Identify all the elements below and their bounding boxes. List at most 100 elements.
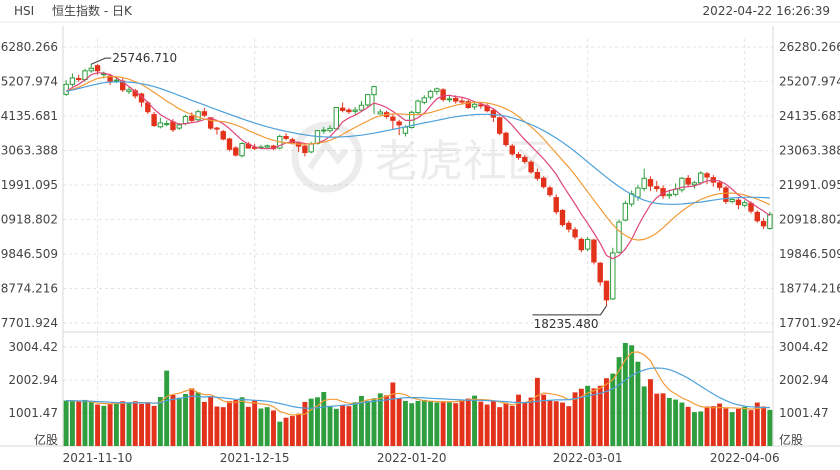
candle-up (698, 172, 704, 184)
candle-down (170, 121, 176, 131)
volume-bar (63, 400, 69, 446)
candle-up (742, 202, 748, 206)
volume-bar (76, 401, 82, 446)
volume-bar (660, 393, 666, 446)
volume-bar (296, 413, 302, 446)
candle-up (616, 221, 622, 253)
volume-tick-label-right: 1001.47 (779, 406, 829, 420)
candle-down (207, 117, 214, 129)
volume-bar (547, 400, 553, 446)
y-tick-label-right: 26280.266 (779, 40, 840, 54)
y-tick-label-left: 25207.974 (0, 74, 58, 88)
candle-down (220, 131, 226, 140)
volume-tick-label-left: 3004.42 (8, 340, 58, 354)
ma-line-ma10 (65, 75, 771, 241)
candle-down (566, 222, 572, 230)
candle-up (584, 238, 591, 250)
watermark-circle-icon (291, 121, 363, 193)
volume-bar (132, 401, 138, 446)
volume-bar (220, 407, 226, 446)
candle-down (597, 262, 603, 283)
x-tick-label: 2022-01-20 (377, 451, 447, 465)
candle-up (377, 111, 384, 115)
ma-line-ma20 (65, 81, 770, 205)
volume-bar (315, 397, 320, 446)
y-tick-label-right: 23063.388 (779, 143, 840, 157)
candle-down (76, 78, 82, 81)
volume-bar (69, 400, 75, 446)
volume-bar (289, 416, 295, 446)
candle-up (126, 89, 132, 92)
volume-bar (591, 388, 597, 446)
candle-down (339, 107, 346, 111)
volume-bar (421, 399, 427, 446)
candle-down (226, 138, 233, 150)
volume-bar (113, 403, 119, 446)
volume-bar (729, 412, 735, 446)
candle-up (421, 97, 427, 103)
y-tick-label-left: 20918.802 (0, 213, 58, 227)
y-tick-label-right: 21991.095 (779, 178, 840, 192)
volume-bar (648, 379, 653, 446)
volume-bar (195, 392, 201, 446)
candle-down (302, 145, 308, 154)
y-tick-label-left: 19846.509 (0, 247, 58, 261)
volume-bar (754, 402, 760, 446)
volume-bar (522, 401, 528, 446)
volume-ma-line (66, 367, 770, 409)
candle-down (522, 156, 528, 163)
candle-down (716, 182, 723, 188)
volume-bar (578, 388, 584, 446)
volume-bar (723, 408, 729, 446)
candle-up (427, 90, 434, 98)
volume-bar (465, 398, 471, 446)
candle-down (528, 161, 534, 173)
volume-bar (352, 402, 358, 446)
candle-down (515, 153, 522, 158)
volume-bar (654, 393, 660, 446)
x-tick-label: 2022-04-06 (710, 451, 780, 465)
candle-up (163, 123, 170, 126)
candle-up (308, 143, 314, 153)
volume-bar (534, 377, 540, 446)
volume-bar (277, 421, 283, 446)
volume-bar (321, 392, 327, 446)
volume-bar (566, 406, 572, 446)
annotation-leader (532, 305, 607, 316)
x-tick-label: 2021-12-15 (220, 451, 290, 465)
volume-bar (735, 408, 741, 446)
y-tick-label-right: 20918.802 (779, 213, 840, 227)
watermark-text: 老虎社区 (375, 136, 551, 187)
candle-up (628, 193, 635, 205)
candle-down (151, 114, 157, 127)
volume-bar (107, 403, 113, 446)
volume-bar (183, 394, 188, 446)
candle-up (63, 83, 69, 95)
watermark-logo: 老虎社区 (291, 121, 551, 193)
volume-bar (271, 410, 276, 446)
candle-down (723, 187, 729, 202)
y-tick-label-left: 21991.095 (0, 178, 58, 192)
volume-bar (698, 411, 704, 446)
volume-bar (585, 385, 591, 446)
candle-up (69, 77, 76, 85)
candle-down (534, 171, 541, 179)
volume-tick-label-right: 2002.94 (779, 373, 829, 387)
volume-bar (459, 399, 465, 446)
volume-bar (346, 406, 352, 446)
candle-down (94, 65, 101, 72)
candle-down (496, 117, 503, 134)
candle-up (321, 129, 327, 132)
candle-down (647, 179, 654, 187)
candle-down (603, 280, 610, 301)
volume-bar (283, 417, 289, 446)
y-tick-label-left: 23063.388 (0, 143, 58, 157)
candle-up (446, 98, 453, 101)
candle-down (553, 197, 559, 213)
volume-bar (553, 401, 559, 446)
volume-tick-label-right: 3004.42 (779, 340, 829, 354)
volume-bar (572, 392, 578, 446)
volume-bar (428, 400, 434, 446)
volume-bar (629, 345, 635, 446)
